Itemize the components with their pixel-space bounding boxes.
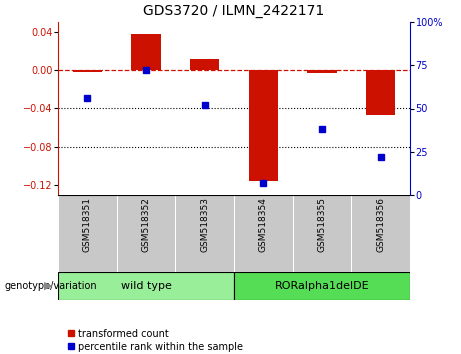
- Bar: [366, 70, 396, 115]
- Bar: [190, 58, 219, 70]
- Text: GSM518356: GSM518356: [376, 197, 385, 252]
- Text: genotype/variation: genotype/variation: [5, 281, 97, 291]
- Bar: [73, 70, 102, 72]
- Bar: [58, 272, 234, 300]
- Text: GSM518353: GSM518353: [200, 197, 209, 252]
- Bar: [234, 195, 293, 272]
- Bar: [248, 70, 278, 181]
- Text: wild type: wild type: [121, 281, 171, 291]
- Text: GSM518351: GSM518351: [83, 197, 92, 252]
- Bar: [117, 195, 175, 272]
- Bar: [58, 195, 117, 272]
- Title: GDS3720 / ILMN_2422171: GDS3720 / ILMN_2422171: [143, 4, 325, 18]
- Bar: [293, 195, 351, 272]
- Bar: [131, 34, 161, 70]
- Bar: [175, 195, 234, 272]
- Text: GSM518352: GSM518352: [142, 197, 150, 252]
- Legend: transformed count, percentile rank within the sample: transformed count, percentile rank withi…: [63, 325, 247, 354]
- Bar: [351, 195, 410, 272]
- Bar: [307, 70, 337, 73]
- Text: GSM518355: GSM518355: [318, 197, 326, 252]
- Text: RORalpha1delDE: RORalpha1delDE: [275, 281, 369, 291]
- Bar: [234, 272, 410, 300]
- Text: GSM518354: GSM518354: [259, 197, 268, 252]
- Text: ▶: ▶: [44, 281, 53, 291]
